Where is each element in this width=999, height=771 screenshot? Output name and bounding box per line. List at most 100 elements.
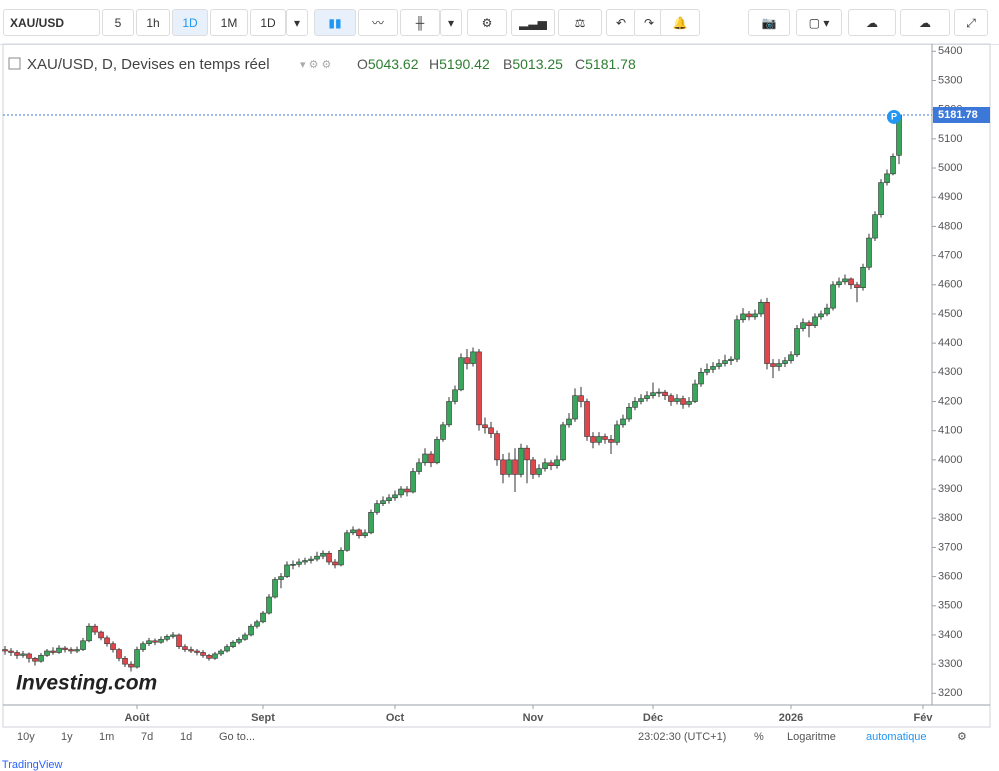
bars-button[interactable]: ╫ bbox=[400, 9, 440, 36]
candle-body bbox=[662, 391, 668, 396]
style-dropdown[interactable]: ▾ bbox=[440, 9, 462, 36]
candle-body bbox=[110, 643, 116, 650]
interval-button[interactable]: 5 bbox=[102, 9, 134, 36]
candle-body bbox=[656, 391, 662, 394]
candle-body bbox=[626, 407, 632, 420]
legend-title: XAU/USD, D, Devises en temps réel bbox=[27, 56, 270, 73]
y-tick-label: 3900 bbox=[938, 483, 962, 495]
candle-body bbox=[590, 436, 596, 443]
candle-body bbox=[2, 649, 8, 652]
x-tick-label: Août bbox=[124, 712, 149, 724]
candle-body bbox=[338, 550, 344, 566]
y-tick-label: 4400 bbox=[938, 337, 962, 349]
candle-body bbox=[494, 433, 500, 461]
range-button[interactable]: 7d bbox=[141, 731, 154, 743]
candle-body bbox=[80, 640, 86, 650]
candle-body bbox=[152, 640, 158, 643]
candle-body bbox=[428, 453, 434, 464]
legend-ohlc-value: 5013.25 bbox=[512, 56, 563, 72]
indicators-button[interactable]: ▂▃▅ bbox=[511, 9, 555, 36]
interval-button[interactable]: 1D bbox=[250, 9, 286, 36]
save-button[interactable]: ☁ bbox=[900, 9, 950, 36]
x-tick-label: Fév bbox=[914, 712, 934, 724]
candle-body bbox=[746, 313, 752, 318]
interval-button[interactable]: 1D bbox=[172, 9, 208, 36]
candle-body bbox=[242, 634, 248, 640]
candle-body bbox=[452, 389, 458, 402]
fill-button[interactable]: ▢ ▾ bbox=[796, 9, 842, 36]
alert-button[interactable]: 🔔 bbox=[660, 9, 700, 36]
interval-button[interactable]: 1h bbox=[136, 9, 170, 36]
legend-dropdown[interactable]: ▾ ⚙ ⚙ bbox=[300, 59, 331, 71]
candle-body bbox=[824, 307, 830, 315]
bottom-settings[interactable]: ⚙ bbox=[957, 731, 967, 743]
candle-body bbox=[644, 395, 650, 399]
y-tick-label: 5200 bbox=[938, 104, 962, 116]
redo-button[interactable]: ↷ bbox=[634, 9, 664, 36]
goto-button[interactable]: Go to... bbox=[219, 731, 256, 743]
candle-body bbox=[842, 278, 848, 283]
legend-ohlc-value: 5043.62 bbox=[368, 56, 419, 72]
load-button[interactable]: ☁ bbox=[848, 9, 896, 36]
percent-button[interactable]: % bbox=[754, 731, 764, 743]
candle-body bbox=[164, 636, 170, 640]
legend-toggle[interactable] bbox=[8, 57, 21, 70]
y-tick-label: 4000 bbox=[938, 454, 962, 466]
candle-body bbox=[248, 625, 254, 636]
x-tick-label: Déc bbox=[643, 712, 663, 724]
candle-body bbox=[536, 468, 542, 475]
y-tick-label: 4900 bbox=[938, 191, 962, 203]
undo-button[interactable]: ↶ bbox=[606, 9, 636, 36]
symbol-input[interactable]: XAU/USD bbox=[3, 9, 100, 36]
footer-link[interactable]: : TradingView bbox=[0, 759, 63, 771]
clock: 23:02:30 (UTC+1) bbox=[638, 731, 727, 743]
log-button[interactable]: Logaritme bbox=[787, 731, 836, 743]
candle-body bbox=[818, 313, 824, 318]
interval-dropdown[interactable]: ▾ bbox=[286, 9, 308, 36]
y-tick-label: 5400 bbox=[938, 45, 962, 57]
range-button[interactable]: 1d bbox=[180, 731, 193, 743]
x-tick-label: Oct bbox=[386, 712, 405, 724]
range-button[interactable]: 1m bbox=[99, 731, 115, 743]
candle-body bbox=[284, 564, 290, 577]
x-tick-label: Sept bbox=[251, 712, 275, 724]
candle-body bbox=[200, 652, 206, 656]
y-tick-label: 5100 bbox=[938, 133, 962, 145]
candle-body bbox=[734, 319, 740, 360]
y-tick-label: 4700 bbox=[938, 249, 962, 261]
candle-body bbox=[302, 560, 308, 563]
candle-body bbox=[674, 398, 680, 402]
candle-body bbox=[464, 357, 470, 364]
candle-body bbox=[266, 596, 272, 614]
settings-button[interactable]: ⚙ bbox=[467, 9, 507, 36]
candle-body bbox=[770, 363, 776, 367]
auto-button[interactable]: automatique bbox=[866, 731, 927, 743]
candle-body bbox=[188, 649, 194, 652]
candle-body bbox=[38, 655, 44, 662]
range-button[interactable]: 1y bbox=[61, 731, 73, 743]
candle-body bbox=[56, 647, 62, 653]
range-button[interactable]: 10y bbox=[17, 731, 35, 743]
fullscreen-button[interactable]: ⤢ bbox=[954, 9, 988, 36]
interval-button[interactable]: 1M bbox=[210, 9, 248, 36]
candle-body bbox=[782, 360, 788, 364]
candle-body bbox=[272, 579, 278, 598]
y-tick-label: 5300 bbox=[938, 74, 962, 86]
snapshot-button[interactable]: 📷 bbox=[748, 9, 790, 36]
candle-body bbox=[254, 621, 260, 627]
legend-ohlc-prefix: H bbox=[429, 56, 439, 72]
y-tick-label: 4100 bbox=[938, 425, 962, 437]
candle-body bbox=[794, 328, 800, 356]
candles-button[interactable]: ▮▮ bbox=[314, 9, 356, 36]
candle-body bbox=[806, 322, 812, 326]
legend-ohlc-value: 5190.42 bbox=[439, 56, 490, 72]
line-button[interactable]: 〰 bbox=[358, 9, 398, 36]
candle-body bbox=[752, 313, 758, 318]
candle-body bbox=[26, 653, 32, 659]
candle-body bbox=[326, 552, 332, 563]
candle-body bbox=[596, 436, 602, 443]
compare-button[interactable]: ⚖ bbox=[558, 9, 602, 36]
candle-body bbox=[698, 372, 704, 385]
y-tick-label: 3200 bbox=[938, 687, 962, 699]
candle-body bbox=[548, 462, 554, 466]
